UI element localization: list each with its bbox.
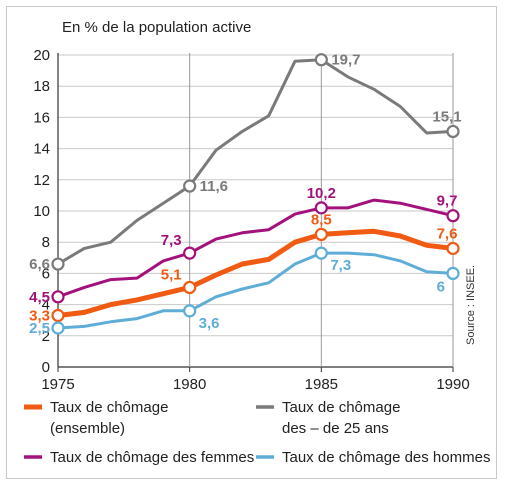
data-label-ensemble-1985: 8,5: [311, 211, 332, 228]
data-label-hommes-1985: 7,3: [330, 257, 351, 274]
legend-item-ensemble: Taux de chômage (ensemble): [24, 399, 168, 437]
marker-hommes-1975: [51, 321, 65, 335]
axes: 0 2 4 6 8 10 12 14 16 18 20 1975 1980 1985 1990: [33, 47, 469, 393]
y-tick-label: 14: [33, 141, 50, 158]
x-tick-label: 1985: [305, 376, 338, 393]
y-tick-label: 16: [33, 109, 50, 126]
marker-ensemble-1985: [314, 227, 328, 241]
legend: Taux de chômage(ensemble)Taux de chômage…: [24, 399, 490, 466]
series-line-ensemble: [55, 228, 456, 318]
marker-hommes-1980: [183, 304, 197, 318]
marker-jeunes-1990: [446, 124, 460, 139]
legend-label: Taux de chômage des hommes: [282, 449, 490, 466]
legend-item-jeunes: Taux de chômage des – de 25 ans: [256, 399, 400, 437]
marker-femmes-1975: [51, 290, 65, 304]
legend-label: des – de 25 ans: [282, 420, 389, 437]
marker-hommes-1990: [446, 266, 460, 280]
data-label-femmes-1985: 10,2: [307, 185, 336, 202]
y-tick-label: 0: [42, 359, 50, 376]
legend-item-femmes: Taux de chômage des femmes: [24, 449, 254, 466]
y-tick-label: 4: [42, 297, 50, 314]
legend-label: Taux de chômage des femmes: [50, 449, 254, 466]
x-tick-label: 1975: [41, 376, 74, 393]
data-label-ensemble-1980: 5,1: [161, 266, 182, 283]
data-label-femmes-1990: 9,7: [437, 193, 458, 210]
y-tick-label: 8: [42, 234, 50, 251]
marker-jeunes-1975: [51, 257, 65, 271]
legend-label: (ensemble): [50, 420, 125, 437]
series-line-jeunes: [56, 58, 455, 266]
unit-label: En % de la population active: [62, 19, 251, 36]
data-label-hommes-1975: 2,5: [29, 320, 50, 337]
marker-hommes-1985: [314, 246, 328, 260]
y-tick-label: 6: [42, 265, 50, 282]
y-tick-label: 12: [33, 172, 50, 189]
data-label-femmes-1975: 4,5: [29, 289, 50, 306]
data-label-jeunes-1980: 11,6: [200, 178, 228, 195]
data-label-ensemble-1990: 7,6: [437, 225, 458, 242]
series-lines: [55, 58, 456, 330]
data-label-ensemble-1975: 3,3: [29, 308, 50, 325]
y-tick-label: 2: [42, 328, 50, 345]
data-label-hommes-1980: 3,6: [199, 315, 220, 332]
marker-femmes-1990: [446, 209, 460, 223]
legend-item-hommes: Taux de chômage des hommes: [256, 449, 490, 466]
legend-label: Taux de chômage: [50, 399, 168, 416]
source-label: Source : INSEE.: [465, 265, 477, 345]
y-tick-label: 18: [33, 78, 50, 95]
marker-jeunes-1980: [183, 179, 197, 193]
series-line-hommes: [56, 251, 455, 330]
data-label-jeunes-1985: 19,7: [331, 52, 360, 69]
marker-femmes-1985: [314, 201, 328, 215]
marker-jeunes-1985: [314, 53, 328, 67]
data-label-femmes-1980: 7,3: [161, 232, 182, 249]
data-labels: 6,6 11,6 19,7 15,1 4,5 7,3 10,2 9,7 3,3 5,1 8,5 7,6…: [29, 52, 461, 337]
y-tick-label: 10: [33, 203, 50, 220]
series-markers: [51, 53, 460, 335]
chart-frame: [6, 6, 497, 479]
x-tick-label: 1990: [436, 376, 469, 393]
data-label-jeunes-1975: 6,6: [29, 256, 50, 273]
x-tick-label: 1980: [173, 376, 206, 393]
marker-femmes-1980: [183, 246, 197, 260]
marker-ensemble-1975: [51, 308, 65, 323]
legend-label: Taux de chômage: [282, 399, 400, 416]
series-line-femmes: [56, 198, 455, 299]
data-label-hommes-1990: 6: [437, 278, 445, 295]
data-label-jeunes-1990: 15,1: [432, 108, 461, 125]
marker-ensemble-1980: [183, 280, 197, 295]
y-tick-label: 20: [33, 47, 50, 64]
marker-ensemble-1990: [446, 241, 460, 256]
